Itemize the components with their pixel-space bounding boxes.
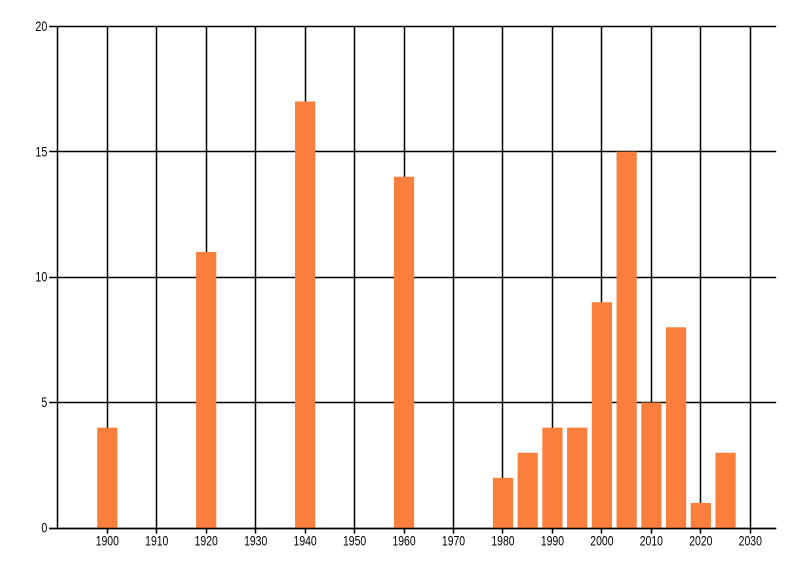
svg-text:1990: 1990 (541, 533, 564, 549)
svg-text:1960: 1960 (392, 533, 415, 549)
svg-text:2030: 2030 (739, 533, 762, 549)
svg-text:1920: 1920 (195, 533, 218, 549)
svg-text:1970: 1970 (442, 533, 465, 549)
svg-text:1950: 1950 (343, 533, 366, 549)
svg-text:1930: 1930 (244, 533, 267, 549)
svg-text:1900: 1900 (96, 533, 119, 549)
svg-text:20: 20 (35, 18, 47, 34)
svg-text:15: 15 (35, 143, 47, 159)
svg-text:2020: 2020 (689, 533, 712, 549)
svg-text:10: 10 (35, 269, 47, 285)
svg-text:1910: 1910 (145, 533, 168, 549)
svg-text:1940: 1940 (294, 533, 317, 549)
svg-text:2010: 2010 (640, 533, 663, 549)
svg-text:5: 5 (41, 394, 47, 410)
svg-text:2000: 2000 (590, 533, 613, 549)
svg-text:1980: 1980 (491, 533, 514, 549)
svg-text:0: 0 (41, 520, 47, 536)
